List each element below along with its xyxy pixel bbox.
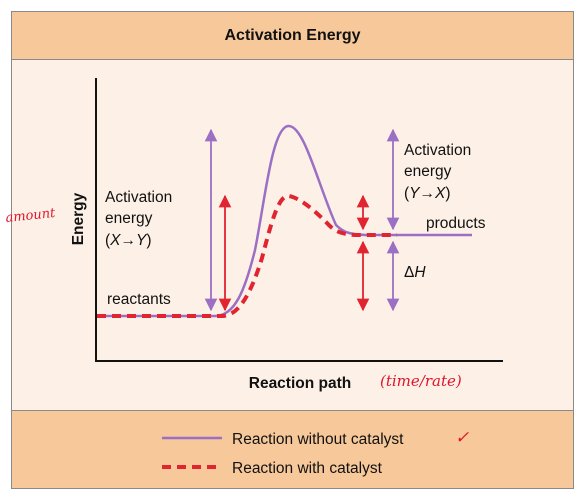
legend-uncatalyzed-label: Reaction without catalyst [232, 431, 404, 448]
handwritten-check: ✓ [455, 428, 469, 448]
activation-reverse-line2: energy [404, 163, 452, 180]
activation-reverse-line3: (Y→X) [404, 185, 451, 202]
products-label: products [426, 215, 486, 232]
legend: Reaction without catalyst Reaction with … [162, 431, 404, 477]
x-axis-label: Reaction path [249, 375, 351, 392]
title-band: Activation Energy [12, 12, 573, 60]
uncatalyzed-curve [97, 124, 472, 318]
activation-forward-line3: (X→Y) [105, 232, 152, 249]
activation-reverse-line1: Activation [404, 142, 471, 159]
delta-h-label: ΔH [404, 264, 426, 281]
activation-forward-line2: energy [105, 210, 153, 227]
figure-title: Activation Energy [224, 26, 361, 44]
activation-forward-line1: Activation [105, 189, 172, 206]
activation-forward-label: Activation energy (X→Y) [105, 189, 172, 249]
handwritten-time-rate: (time/rate) [380, 372, 462, 390]
figure-frame: Activation Energy [11, 11, 574, 489]
legend-catalyzed-label: Reaction with catalyst [232, 460, 383, 477]
activation-reverse-label: Activation energy (Y→X) [404, 142, 471, 202]
legend-band [12, 410, 573, 488]
y-axis-label: Energy [70, 192, 87, 245]
reactants-label: reactants [107, 291, 171, 308]
handwritten-amount: amount [5, 206, 57, 226]
